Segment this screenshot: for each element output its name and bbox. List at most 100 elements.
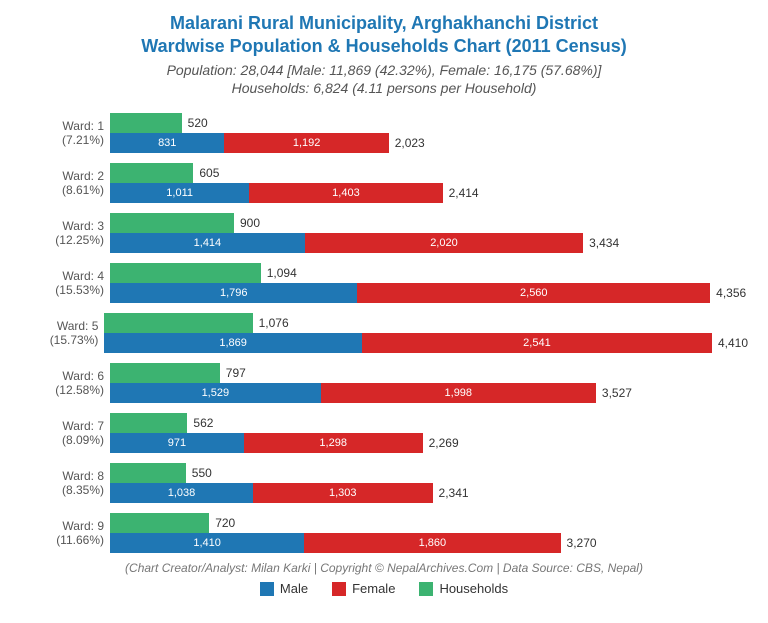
total-value: 2,269 [429, 436, 459, 450]
ward-label: Ward: 7(8.09%) [20, 411, 110, 455]
population-bar-line: 971 1,298 2,269 [110, 433, 748, 453]
population-bar-line: 1,796 2,560 4,356 [110, 283, 748, 303]
subtitle-line-1: Population: 28,044 [Male: 11,869 (42.32%… [20, 61, 748, 79]
ward-label: Ward: 5(15.73%) [20, 311, 104, 355]
ward-bars: 5501,0381,3032,341 [110, 461, 748, 505]
female-bar: 1,192 [224, 133, 388, 153]
ward-label: Ward: 8(8.35%) [20, 461, 110, 505]
legend-item-female: Female [332, 581, 395, 596]
male-bar: 1,011 [110, 183, 249, 203]
female-value: 1,403 [332, 187, 360, 199]
households-bar-line: 550 [110, 463, 748, 483]
households-bar [110, 213, 234, 233]
ward-row: Ward: 1(7.21%)5208311,1922,023 [20, 111, 748, 155]
female-bar: 2,541 [362, 333, 712, 353]
households-value: 562 [193, 416, 213, 430]
subtitle-line-2: Households: 6,824 (4.11 persons per Hous… [20, 79, 748, 97]
ward-label: Ward: 3(12.25%) [20, 211, 110, 255]
female-value: 2,541 [523, 337, 551, 349]
ward-percent: (15.53%) [20, 283, 104, 297]
male-bar: 971 [110, 433, 244, 453]
households-bar [110, 513, 209, 533]
ward-number: Ward: 4 [20, 269, 104, 283]
households-bar [104, 313, 252, 333]
ward-percent: (12.25%) [20, 233, 104, 247]
ward-row: Ward: 6(12.58%)7971,5291,9983,527 [20, 361, 748, 405]
households-bar-line: 1,076 [104, 313, 748, 333]
ward-bars: 6051,0111,4032,414 [110, 161, 748, 205]
population-bar-line: 1,4142,0203,434 [110, 233, 748, 253]
total-value: 3,434 [589, 236, 619, 250]
total-value: 3,270 [567, 536, 597, 550]
chart-footer: (Chart Creator/Analyst: Milan Karki | Co… [20, 561, 748, 575]
chart-container: Malarani Rural Municipality, Arghakhanch… [0, 0, 768, 604]
male-value: 1,410 [193, 537, 221, 549]
female-value: 1,298 [319, 437, 347, 449]
male-bar: 1,529 [110, 383, 321, 403]
households-value: 605 [199, 166, 219, 180]
male-bar: 831 [110, 133, 224, 153]
households-value: 550 [192, 466, 212, 480]
households-value: 1,076 [259, 316, 289, 330]
ward-label: Ward: 1(7.21%) [20, 111, 110, 155]
households-bar-line: 1,094 [110, 263, 748, 283]
legend-item-households: Households [419, 581, 508, 596]
male-value: 1,529 [202, 387, 230, 399]
households-bar [110, 463, 186, 483]
female-bar: 1,860 [304, 533, 560, 553]
population-bar-line: 1,529 1,998 3,527 [110, 383, 748, 403]
ward-bars: 7971,5291,9983,527 [110, 361, 748, 405]
ward-percent: (8.09%) [20, 433, 104, 447]
ward-number: Ward: 1 [20, 119, 104, 133]
male-bar: 1,410 [110, 533, 304, 553]
ward-row: Ward: 8(8.35%)5501,0381,3032,341 [20, 461, 748, 505]
ward-row: Ward: 2(8.61%)6051,0111,4032,414 [20, 161, 748, 205]
households-bar-line: 562 [110, 413, 748, 433]
households-value: 520 [188, 116, 208, 130]
ward-bars: 5208311,1922,023 [110, 111, 748, 155]
households-bar-line: 900 [110, 213, 748, 233]
ward-number: Ward: 6 [20, 369, 104, 383]
households-value: 720 [215, 516, 235, 530]
title-line-1: Malarani Rural Municipality, Arghakhanch… [20, 12, 748, 35]
legend-item-male: Male [260, 581, 308, 596]
male-value: 831 [158, 137, 176, 149]
legend-label-female: Female [352, 581, 395, 596]
female-bar: 1,998 [321, 383, 596, 403]
legend-label-households: Households [439, 581, 508, 596]
female-value: 1,192 [293, 137, 321, 149]
chart-area: Ward: 1(7.21%)5208311,1922,023Ward: 2(8.… [20, 111, 748, 555]
female-value: 1,303 [329, 487, 357, 499]
population-bar-line: 1,0111,4032,414 [110, 183, 748, 203]
male-bar: 1,796 [110, 283, 357, 303]
female-bar: 1,298 [244, 433, 423, 453]
male-bar: 1,414 [110, 233, 305, 253]
male-bar: 1,869 [104, 333, 362, 353]
ward-bars: 562 971 1,298 2,269 [110, 411, 748, 455]
female-value: 2,560 [520, 287, 548, 299]
legend-swatch-households [419, 582, 433, 596]
legend-swatch-male [260, 582, 274, 596]
total-value: 3,527 [602, 386, 632, 400]
female-bar: 2,560 [357, 283, 710, 303]
ward-number: Ward: 3 [20, 219, 104, 233]
total-value: 2,341 [439, 486, 469, 500]
ward-percent: (8.35%) [20, 483, 104, 497]
total-value: 4,410 [718, 336, 748, 350]
ward-percent: (7.21%) [20, 133, 104, 147]
ward-number: Ward: 9 [20, 519, 104, 533]
ward-label: Ward: 6(12.58%) [20, 361, 110, 405]
chart-subtitle: Population: 28,044 [Male: 11,869 (42.32%… [20, 61, 748, 97]
ward-percent: (15.73%) [20, 333, 98, 347]
households-bar [110, 113, 182, 133]
households-value: 1,094 [267, 266, 297, 280]
legend-label-male: Male [280, 581, 308, 596]
households-bar [110, 363, 220, 383]
total-value: 4,356 [716, 286, 746, 300]
population-bar-line: 1,869 2,541 4,410 [104, 333, 748, 353]
ward-bars: 720 1,410 1,860 3,270 [110, 511, 748, 555]
ward-percent: (11.66%) [20, 533, 104, 547]
ward-row: Ward: 5(15.73%) 1,076 1,869 2,541 4,410 [20, 311, 748, 355]
ward-number: Ward: 2 [20, 169, 104, 183]
female-value: 1,998 [445, 387, 473, 399]
